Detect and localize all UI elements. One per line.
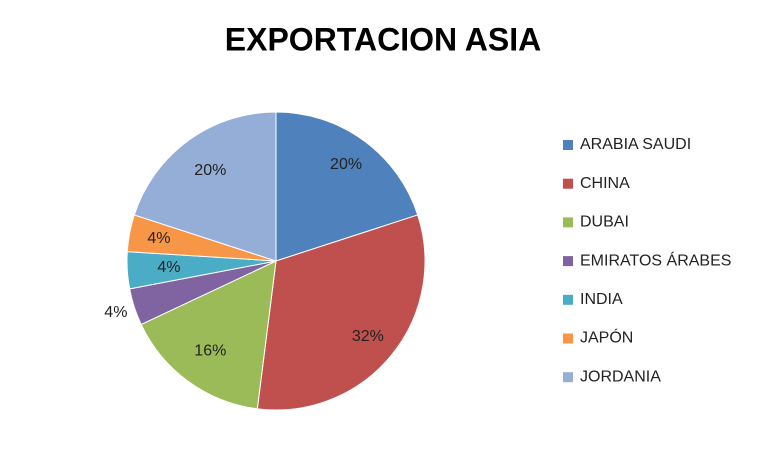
legend-label: DUBAI <box>580 214 629 231</box>
legend-label: JORDANIA <box>580 368 661 385</box>
pie-slice <box>140 260 277 410</box>
data-label: 20% <box>330 156 362 173</box>
legend-swatch <box>563 178 573 189</box>
data-label: 4% <box>157 259 180 276</box>
legend-swatch <box>563 294 573 305</box>
pie-slice <box>256 214 426 411</box>
data-label: 32% <box>352 328 384 345</box>
chart-title: EXPORTACION ASIA <box>225 21 541 57</box>
data-label: 20% <box>194 162 226 179</box>
legend-swatch <box>563 256 573 267</box>
legend-swatch <box>563 217 573 228</box>
legend-label: JAPÓN <box>580 328 633 347</box>
legend-label: CHINA <box>580 175 630 192</box>
legend-label: EMIRATOS ÁRABES <box>580 250 731 269</box>
legend-label: ARABIA SAUDI <box>580 136 691 153</box>
data-label: 16% <box>194 343 226 360</box>
legend-swatch <box>563 372 573 383</box>
legend-swatch <box>563 333 573 344</box>
pie-slice <box>133 111 277 262</box>
pie-slice <box>275 111 419 262</box>
legend-swatch <box>563 140 573 150</box>
data-label: 4% <box>104 304 127 321</box>
legend-label: INDIA <box>580 291 623 308</box>
data-label: 4% <box>147 230 170 247</box>
